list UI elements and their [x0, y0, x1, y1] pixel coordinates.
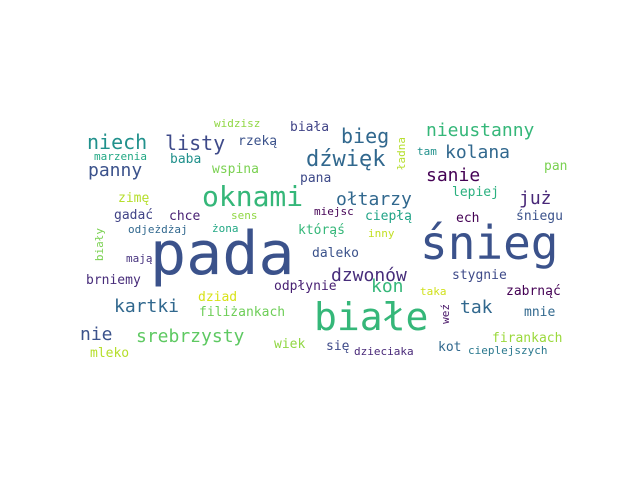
- word: daleko: [312, 246, 359, 261]
- word: odjeżdżaj: [128, 223, 188, 236]
- word: niech: [87, 130, 148, 154]
- word: rzeką: [238, 134, 278, 149]
- word: listy: [165, 131, 226, 155]
- word: mają: [126, 252, 153, 265]
- word: baba: [170, 152, 202, 167]
- word: się: [326, 339, 350, 354]
- word: bieg: [341, 124, 390, 148]
- word: wspina: [212, 162, 259, 177]
- word: cieplejszych: [468, 344, 548, 357]
- word: filiżankach: [199, 305, 286, 320]
- word: ciepłą: [365, 209, 412, 224]
- word: dziad: [198, 290, 238, 305]
- word: pana: [300, 171, 332, 186]
- word: białe: [314, 295, 429, 339]
- word: gadać: [114, 208, 154, 223]
- word: chce: [169, 209, 201, 224]
- word: nieustanny: [426, 120, 535, 141]
- word: brniemy: [86, 273, 141, 288]
- word: dzieciaka: [354, 345, 414, 358]
- word: kolana: [445, 142, 511, 163]
- word: wiek: [274, 337, 306, 352]
- word: kon: [371, 276, 404, 297]
- word: oknami: [202, 180, 304, 213]
- word: sens: [231, 209, 258, 222]
- word: ładna: [395, 137, 408, 171]
- word: którąś: [298, 223, 345, 238]
- word: kot: [438, 340, 462, 355]
- word: inny: [368, 227, 395, 240]
- word: nie: [80, 324, 113, 345]
- word: taka: [420, 285, 447, 298]
- word: biała: [290, 120, 330, 135]
- word: weź: [439, 304, 452, 324]
- word: tam: [417, 145, 437, 158]
- word: panny: [88, 160, 143, 181]
- word: dzwonów: [331, 265, 407, 286]
- word-cloud: pada śnieg białe oknami dźwięk bieg list…: [78, 114, 572, 362]
- word: widzisz: [214, 117, 261, 130]
- word: pan: [544, 159, 568, 174]
- word: miejsc: [314, 205, 354, 218]
- word: zimę: [118, 191, 150, 206]
- word: kartki: [114, 296, 180, 317]
- word: ołtarzy: [336, 189, 412, 210]
- word: ech: [456, 211, 480, 226]
- word: stygnie: [452, 268, 507, 283]
- word: firankach: [492, 331, 563, 346]
- word: sanie: [426, 165, 481, 186]
- word: odpłynie: [274, 279, 337, 294]
- word: lepiej: [452, 185, 499, 200]
- word: mnie: [524, 305, 556, 320]
- word: mleko: [90, 346, 130, 361]
- word: pada: [150, 219, 295, 289]
- word: śniegu: [516, 209, 563, 224]
- word: śnieg: [420, 216, 559, 270]
- word: tak: [460, 297, 493, 318]
- word: marzenia: [94, 150, 147, 163]
- word: biały: [93, 228, 106, 262]
- word: srebrzysty: [136, 326, 245, 347]
- word: już: [519, 188, 552, 209]
- word: zabrnąć: [506, 284, 561, 299]
- word: dźwięk: [306, 147, 386, 172]
- word: żona: [212, 222, 239, 235]
